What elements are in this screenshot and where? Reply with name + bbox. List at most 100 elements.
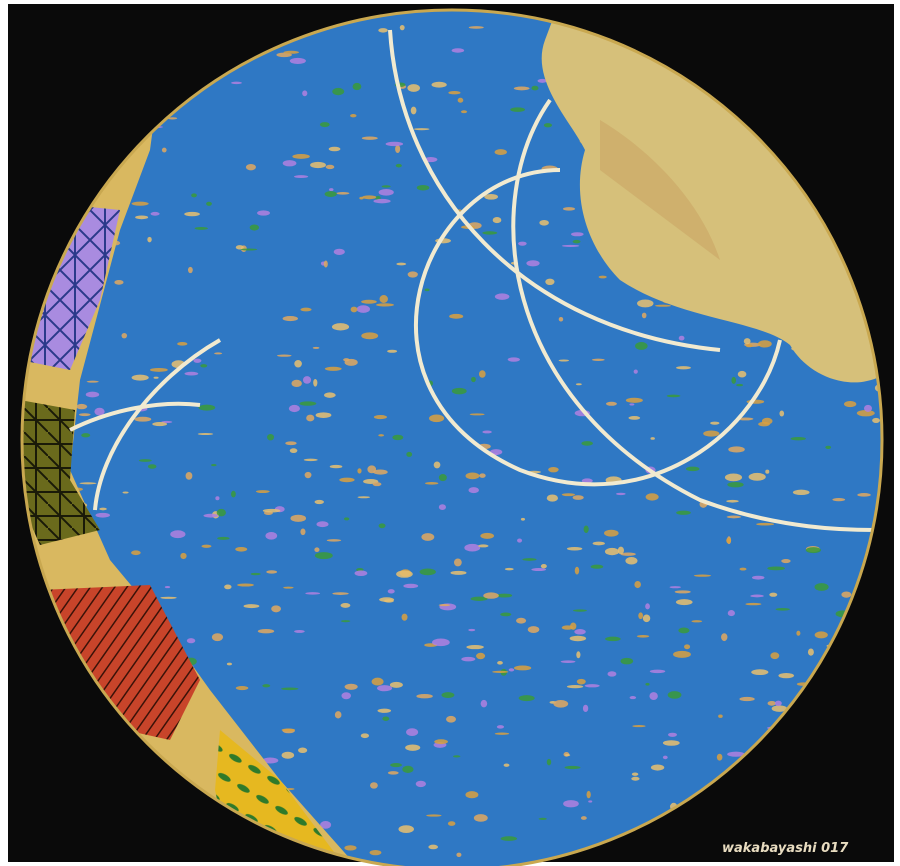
speckle (149, 367, 168, 372)
speckle (779, 410, 785, 417)
speckle (398, 825, 414, 834)
speckle (758, 421, 770, 427)
speckle (384, 599, 394, 603)
speckle (392, 434, 404, 441)
speckle (872, 417, 880, 423)
speckle (482, 430, 492, 434)
speckle (473, 814, 488, 822)
speckle (243, 604, 260, 609)
speckle (396, 570, 413, 578)
speckle (572, 495, 584, 500)
speckle (282, 316, 298, 322)
speckle (226, 662, 232, 666)
speckle (856, 409, 875, 417)
speckle (333, 248, 345, 255)
speckle (291, 379, 302, 388)
speckle (605, 401, 617, 406)
speckle (454, 558, 462, 567)
speckle (266, 570, 278, 574)
speckle (728, 446, 745, 453)
speckle (331, 323, 350, 331)
speckle (668, 732, 677, 737)
speckle (548, 466, 559, 473)
speckle (796, 630, 801, 636)
speckle (150, 211, 160, 216)
speckle (767, 700, 776, 706)
speckle (604, 547, 620, 556)
speckle (293, 175, 309, 178)
speckle (721, 633, 728, 642)
speckle (300, 307, 312, 312)
speckle (211, 464, 217, 467)
speckle (716, 753, 723, 761)
speckle (438, 474, 447, 482)
speckle (625, 557, 638, 565)
speckle (605, 636, 621, 642)
speckle (332, 87, 345, 96)
speckle (281, 687, 299, 691)
speckle (434, 739, 448, 745)
speckle (518, 241, 527, 246)
speckle (122, 491, 129, 494)
speckle (522, 558, 537, 561)
speckle (726, 499, 739, 503)
speckle (504, 567, 514, 571)
speckle (131, 550, 141, 556)
speckle (629, 403, 635, 406)
speckle (265, 531, 278, 540)
speckle (778, 672, 795, 679)
speckle (561, 244, 580, 247)
speckle (620, 657, 634, 665)
speckle (468, 628, 476, 632)
speckle (508, 668, 515, 672)
speckle (566, 547, 583, 551)
speckle (370, 782, 378, 789)
speckle (329, 464, 343, 469)
speckle (79, 482, 97, 485)
speckle (582, 704, 589, 713)
speckle (354, 570, 368, 577)
speckle (564, 754, 571, 757)
speckle (575, 383, 582, 386)
speckle (562, 207, 576, 211)
speckle (655, 304, 671, 307)
speckle (480, 532, 495, 539)
speckle (99, 507, 107, 511)
speckle (217, 536, 230, 540)
speckle (352, 82, 362, 91)
speckle (325, 164, 335, 170)
speckle (457, 97, 464, 103)
speckle (153, 376, 159, 379)
speckle (553, 699, 569, 708)
speckle (134, 416, 152, 422)
speckle (771, 705, 788, 712)
speckle (718, 714, 723, 718)
speckle (470, 596, 488, 601)
speckle (294, 630, 305, 633)
speckle (377, 708, 392, 713)
speckle (863, 404, 873, 412)
speckle (344, 683, 358, 690)
speckle (281, 728, 296, 732)
speckle (235, 546, 248, 552)
speckle (494, 293, 510, 300)
speckle (558, 359, 570, 362)
speckle (339, 477, 355, 483)
speckle (387, 589, 395, 594)
signature: wakabayashi 017 (722, 841, 849, 856)
speckle (314, 547, 320, 553)
speckle (78, 413, 91, 417)
speckle (560, 660, 576, 663)
speckle (468, 487, 479, 494)
speckle (426, 814, 442, 817)
speckle (415, 780, 427, 788)
speckle (684, 644, 691, 650)
speckle (276, 52, 292, 58)
speckle (433, 461, 441, 469)
speckle (147, 464, 157, 469)
speckle (617, 546, 624, 555)
speckle (399, 25, 405, 31)
speckle (257, 210, 270, 216)
speckle (324, 392, 336, 398)
speckle (304, 471, 312, 479)
